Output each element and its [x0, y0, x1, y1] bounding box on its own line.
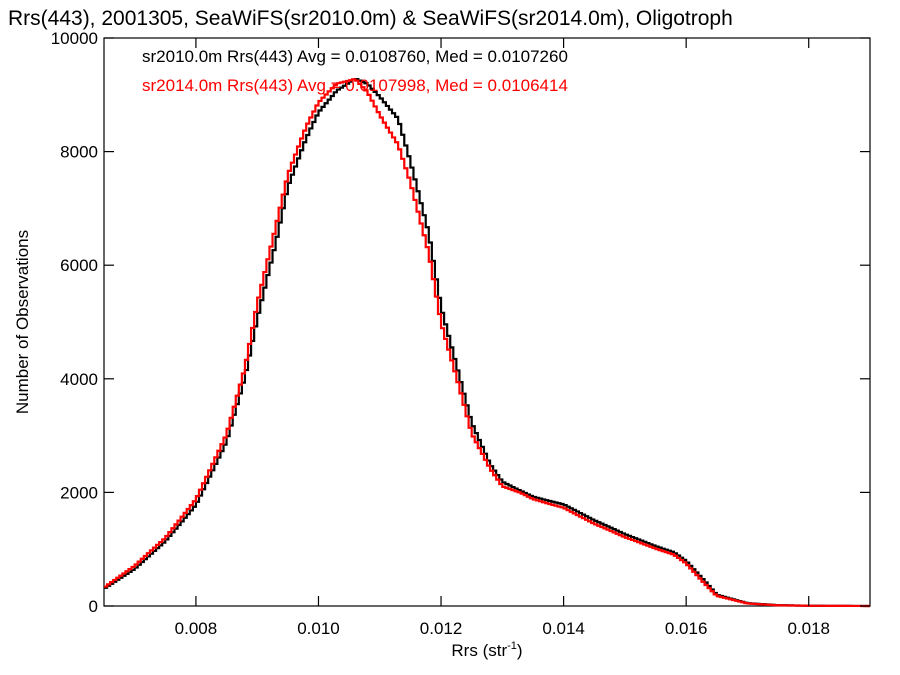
chart-title: Rrs(443), 2001305, SeaWiFS(sr2010.0m) & … [8, 7, 733, 30]
y-axis-ticks: 0 2000 4000 6000 8000 10000 [51, 29, 870, 616]
series-1-histogram [104, 78, 870, 608]
x-tick-label: 0.016 [665, 619, 708, 638]
series-2-annotation: sr2014.0m Rrs(443) Avg = 0.0107998, Med … [142, 76, 568, 95]
x-tick-label: 0.010 [297, 619, 340, 638]
y-tick-label: 10000 [51, 29, 98, 48]
x-axis-label-close: ) [517, 641, 523, 660]
x-axis-ticks: 0.008 0.010 0.012 0.014 0.016 0.018 [175, 38, 830, 638]
x-axis-label-text: Rrs (str [451, 641, 507, 660]
x-tick-label: 0.014 [542, 619, 585, 638]
x-tick-label: 0.008 [175, 619, 218, 638]
y-axis-label: Number of Observations [13, 230, 32, 414]
y-tick-label: 6000 [60, 256, 98, 275]
plot-frame [103, 37, 871, 607]
series-layer [104, 78, 870, 608]
series-1-annotation: sr2010.0m Rrs(443) Avg = 0.0108760, Med … [142, 47, 568, 66]
x-tick-label: 0.012 [420, 619, 463, 638]
x-axis-label: Rrs (str-1) [451, 640, 522, 660]
series-2-histogram [104, 78, 870, 608]
y-tick-label: 4000 [60, 370, 98, 389]
y-tick-label: 0 [89, 597, 98, 616]
x-axis-label-sup: -1 [507, 640, 517, 652]
y-tick-label: 8000 [60, 143, 98, 162]
y-tick-label: 2000 [60, 483, 98, 502]
x-tick-label: 0.018 [787, 619, 830, 638]
